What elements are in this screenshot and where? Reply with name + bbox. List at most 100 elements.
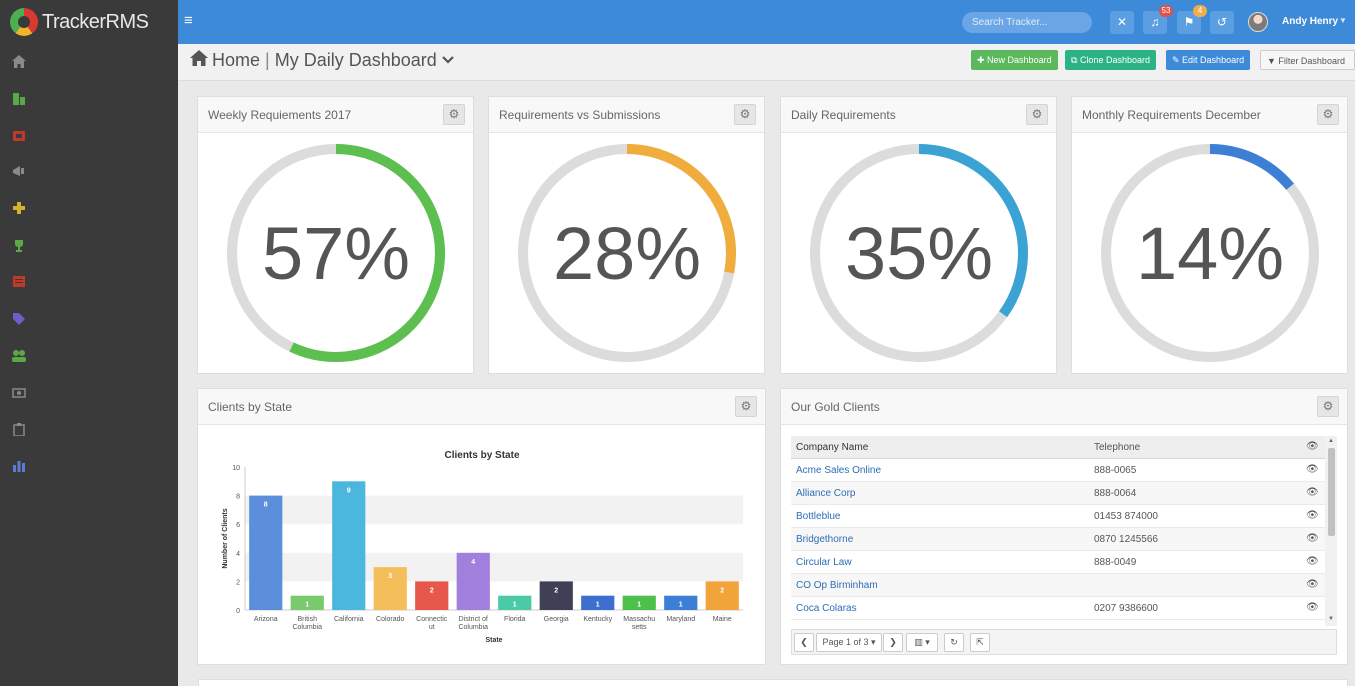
gear-icon[interactable]: ⚙	[735, 396, 757, 417]
company-name-link[interactable]: Bridgethorne	[796, 534, 854, 545]
table-row[interactable]: Acme Sales Online 888-0065 👁	[791, 459, 1337, 482]
bar[interactable]	[373, 567, 407, 610]
sidebar-users-icon[interactable]	[11, 349, 27, 363]
company-name-link[interactable]: Bottleblue	[796, 511, 841, 522]
prev-page-button[interactable]: ❮	[794, 633, 814, 652]
sidebar-briefcase-icon[interactable]	[11, 129, 27, 143]
scroll-thumb[interactable]	[1328, 448, 1335, 536]
new-dashboard-button[interactable]: ✚ New Dashboard	[971, 50, 1058, 70]
table-row[interactable]: Circular Law 888-0049 👁	[791, 551, 1337, 574]
page-select[interactable]: Page 1 of 3 ▾	[816, 633, 882, 652]
chevron-down-icon[interactable]	[441, 52, 454, 67]
chevron-down-icon[interactable]: ▼	[1339, 16, 1347, 25]
flags-button[interactable]: ⚑ 4	[1177, 5, 1207, 34]
bar[interactable]	[290, 595, 324, 610]
company-name-link[interactable]: Circular Law	[796, 557, 852, 568]
company-name-link[interactable]: Alliance Corp	[796, 488, 856, 499]
search-input[interactable]	[962, 12, 1092, 33]
eye-icon[interactable]: 👁	[1306, 487, 1319, 498]
eye-icon[interactable]: 👁	[1306, 510, 1319, 521]
bar[interactable]	[249, 495, 283, 610]
bar[interactable]	[456, 552, 490, 610]
columns-icon: ▥ ▾	[914, 637, 930, 647]
bar-value-label: 2	[430, 587, 434, 594]
column-header-company[interactable]: Company Name	[796, 442, 869, 453]
company-name-link[interactable]: Acme Sales Online	[796, 465, 882, 476]
gold-clients-panel: Our Gold Clients ⚙ Company Name Telephon…	[780, 388, 1348, 665]
x-tick-label: Florida	[504, 616, 526, 623]
clone-dashboard-button[interactable]: ⧉ Clone Dashboard	[1065, 50, 1156, 70]
bar-value-label: 3	[388, 573, 392, 580]
sidebar-megaphone-icon[interactable]	[11, 165, 27, 179]
notifications-button[interactable]: ♫ 53	[1143, 5, 1173, 34]
eye-icon[interactable]: 👁	[1306, 464, 1319, 475]
avatar[interactable]	[1248, 12, 1268, 32]
sidebar-list-icon[interactable]	[11, 275, 27, 289]
user-name[interactable]: Andy Henry	[1282, 16, 1339, 27]
eye-icon[interactable]: 👁	[1306, 602, 1319, 613]
eye-icon[interactable]: 👁	[1306, 441, 1319, 452]
bar[interactable]	[622, 595, 656, 610]
bar[interactable]	[664, 595, 698, 610]
filter-icon: ▼	[1267, 56, 1279, 66]
columns-button[interactable]: ▥ ▾	[906, 633, 938, 652]
export-button[interactable]: ⇱	[970, 633, 990, 652]
table-row[interactable]: Bottleblue 01453 874000 👁	[791, 505, 1337, 528]
bar[interactable]	[415, 581, 449, 610]
bar[interactable]	[539, 581, 573, 610]
eye-icon[interactable]: 👁	[1306, 533, 1319, 544]
bar-value-label: 2	[720, 587, 724, 594]
scrollbar[interactable]: ▲ ▼	[1325, 436, 1337, 626]
bar[interactable]	[332, 481, 366, 610]
logo[interactable]: TrackerRMS	[0, 0, 178, 44]
gear-icon[interactable]: ⚙	[1317, 396, 1339, 417]
home-icon[interactable]	[190, 50, 208, 66]
bar[interactable]	[498, 595, 532, 610]
company-name-link[interactable]: CO Op Birminham	[796, 580, 878, 591]
gear-icon[interactable]: ⚙	[1317, 104, 1339, 125]
column-header-telephone[interactable]: Telephone	[1094, 442, 1141, 453]
scroll-up-icon[interactable]: ▲	[1328, 438, 1334, 444]
sidebar-trophy-icon[interactable]	[11, 239, 27, 253]
sidebar-money-icon[interactable]	[11, 386, 27, 400]
refresh-button[interactable]: ↻	[944, 633, 964, 652]
history-button[interactable]: ↺	[1210, 11, 1234, 34]
gold-clients-table: Company Name Telephone 👁 Acme Sales Onli…	[791, 436, 1337, 626]
sidebar-puzzle-icon[interactable]	[11, 202, 27, 216]
table-row[interactable]: Alliance Corp 888-0064 👁	[791, 482, 1337, 505]
y-tick-label: 10	[232, 465, 240, 472]
gear-icon[interactable]: ⚙	[734, 104, 756, 125]
gear-icon[interactable]: ⚙	[443, 104, 465, 125]
eye-icon[interactable]: 👁	[1306, 579, 1319, 590]
gauge-arc	[1101, 144, 1319, 362]
scroll-down-icon[interactable]: ▼	[1328, 616, 1334, 622]
eye-icon[interactable]: 👁	[1306, 556, 1319, 567]
page-title[interactable]: My Daily Dashboard	[274, 50, 437, 70]
tools-button[interactable]: ✕	[1110, 11, 1134, 34]
sidebar-bar-chart-icon[interactable]	[11, 459, 27, 473]
x-tick-label: Georgia	[544, 616, 569, 623]
filter-dashboard-button[interactable]: ▼ Filter Dashboard	[1260, 50, 1355, 70]
menu-toggle-icon[interactable]: ≡	[184, 12, 193, 29]
sidebar-building-icon[interactable]	[11, 92, 27, 106]
gear-icon[interactable]: ⚙	[1026, 104, 1048, 125]
company-name-link[interactable]: Coca Colaras	[796, 603, 857, 614]
breadcrumb: Home | My Daily Dashboard	[212, 50, 454, 71]
gauge-req-vs-sub: 28%	[518, 144, 736, 362]
telephone-value: 888-0065	[1094, 465, 1137, 476]
telephone-value: 0870 1245566	[1094, 534, 1158, 545]
bar[interactable]	[581, 595, 615, 610]
sidebar-tag-icon[interactable]	[11, 312, 27, 326]
table-row[interactable]: CO Op Birminham 👁	[791, 574, 1337, 597]
gauge-weekly: 57%	[227, 144, 445, 362]
sidebar-clipboard-icon[interactable]	[11, 423, 27, 437]
sidebar-home-icon[interactable]	[11, 55, 27, 69]
panel-title: Requirements vs Submissions	[499, 108, 661, 122]
next-panel	[198, 679, 1348, 686]
breadcrumb-home[interactable]: Home	[212, 50, 261, 70]
bar[interactable]	[705, 581, 739, 610]
table-row[interactable]: Bridgethorne 0870 1245566 👁	[791, 528, 1337, 551]
edit-dashboard-button[interactable]: ✎ Edit Dashboard	[1166, 50, 1251, 70]
next-page-button[interactable]: ❯	[883, 633, 903, 652]
table-row[interactable]: Coca Colaras 0207 9386600 👁	[791, 597, 1337, 620]
